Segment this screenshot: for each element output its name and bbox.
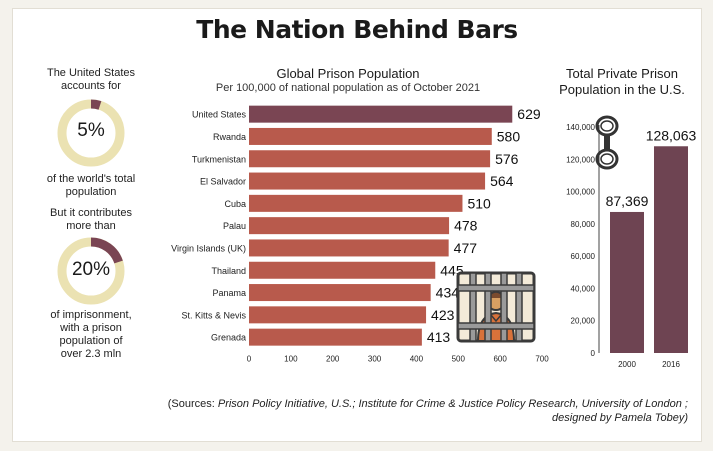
category-label: Grenada: [211, 333, 246, 343]
x-tick-label: 400: [410, 354, 424, 363]
bar: [249, 172, 486, 190]
bar: [249, 194, 463, 212]
private-title-line1: Total Private Prison: [566, 66, 678, 81]
stat-us-imprisonment: But it contributes more than 20% of impr…: [27, 207, 155, 377]
prison-chart-title: Global Prison Population: [276, 66, 420, 81]
sources-citations: Prison Policy Initiative, U.S.; Institut…: [217, 398, 688, 410]
bar: [249, 127, 492, 145]
stat2-top-text: But it contributes more than: [27, 207, 155, 233]
y-tick-label: 120,000: [566, 155, 595, 164]
y-tick-label: 0: [591, 349, 596, 358]
x-tick-label: 300: [368, 354, 382, 363]
value-label: 510: [467, 195, 491, 211]
stat2-bottom-line3: population of: [59, 335, 123, 347]
x-tick-label: 100: [284, 354, 298, 363]
category-label: Cuba: [224, 199, 246, 209]
category-label: St. Kitts & Nevis: [181, 310, 246, 320]
category-label: Virgin Islands (UK): [171, 243, 246, 253]
stat2-percent: 20%: [71, 259, 111, 280]
infographic-panel: The Nation Behind Bars The United States…: [12, 8, 702, 442]
category-label: 2016: [662, 360, 680, 369]
bar: [249, 217, 450, 235]
private-title-line2: Population in the U.S.: [559, 82, 685, 97]
value-label: 478: [454, 218, 478, 234]
sources-line2: designed by Pamela Tobey): [113, 411, 688, 425]
stat1-top-line2: accounts for: [61, 80, 121, 92]
stat1-bottom-text: of the world's total population: [27, 173, 155, 199]
value-label: 564: [490, 173, 514, 189]
category-label: 2000: [618, 360, 636, 369]
stat1-percent: 5%: [77, 120, 105, 141]
stat2-bottom-text: of imprisonment, with a prison populatio…: [27, 309, 155, 361]
x-tick-label: 500: [452, 354, 466, 363]
value-label: 87,369: [606, 193, 649, 209]
bar: [654, 146, 688, 353]
bar: [249, 150, 491, 168]
x-tick-label: 600: [493, 354, 507, 363]
stat2-top-line2: more than: [66, 220, 116, 232]
global-prison-population-chart: United States 629 Rwanda 580 Turkmenistan 576…: [171, 105, 549, 363]
y-tick-label: 60,000: [571, 252, 596, 261]
prison-chart-subtitle: Per 100,000 of national population as of…: [215, 82, 481, 94]
value-label: 423: [431, 307, 455, 323]
category-label: Palau: [223, 221, 246, 231]
category-label: United States: [192, 110, 247, 120]
bar: [249, 105, 513, 123]
stat2-top-line1: But it contributes: [50, 207, 132, 219]
value-label: 128,063: [646, 127, 697, 143]
stat2-bottom-line1: of imprisonment,: [50, 309, 132, 321]
sources-prefix: (Sources:: [167, 398, 218, 410]
private-prison-chart-title: Total Private Prison Population in the U…: [543, 66, 701, 98]
page-title: The Nation Behind Bars: [196, 15, 518, 44]
value-label: 477: [454, 240, 478, 256]
bar: [249, 306, 427, 324]
bar: [249, 328, 422, 346]
bar: [610, 211, 644, 353]
sources-designer: designed by Pamela Tobey): [552, 412, 688, 424]
private-prison-population-chart: 0 20,000 40,000 60,000 80,000 100,000 120,000 1…: [566, 123, 697, 369]
y-tick-label: 20,000: [571, 317, 596, 326]
stat2-bottom-line2: with a prison: [60, 322, 122, 334]
x-tick-label: 200: [326, 354, 340, 363]
category-label: Rwanda: [213, 132, 246, 142]
category-label: Thailand: [211, 266, 246, 276]
value-label: 629: [517, 106, 541, 122]
sources-line1: (Sources: Prison Policy Initiative, U.S.…: [113, 397, 688, 411]
value-label: 580: [497, 128, 521, 144]
y-tick-label: 100,000: [566, 188, 595, 197]
bar: [249, 284, 431, 302]
category-label: El Salvador: [200, 177, 246, 187]
y-tick-label: 40,000: [571, 284, 596, 293]
stat1-top-text: The United States accounts for: [27, 67, 155, 93]
stat1-donut-fill: [90, 99, 102, 110]
x-tick-label: 0: [247, 354, 252, 363]
stat2-bottom-line4: over 2.3 mln: [60, 348, 122, 360]
prisoner-behind-bars-icon: [456, 271, 536, 343]
x-tick-label: 700: [535, 354, 549, 363]
stat1-bottom-line1: of the world's total: [46, 173, 136, 185]
category-label: Panama: [212, 288, 246, 298]
bar: [249, 239, 449, 257]
bar: [249, 261, 436, 279]
stat-us-population: The United States accounts for 5% of the…: [27, 67, 155, 207]
sources-note: (Sources: Prison Policy Initiative, U.S.…: [113, 397, 688, 425]
stat2-donut: [57, 237, 125, 305]
category-label: Turkmenistan: [192, 154, 246, 164]
y-tick-label: 140,000: [566, 123, 595, 132]
value-label: 434: [436, 285, 460, 301]
value-label: 413: [427, 329, 451, 345]
stat2-donut-fill: [90, 237, 123, 264]
y-tick-label: 80,000: [571, 220, 596, 229]
stat1-donut: [57, 99, 125, 167]
value-label: 576: [495, 151, 519, 167]
handcuffs-icon: [595, 115, 619, 170]
stat1-bottom-line2: population: [65, 186, 117, 198]
stat1-top-line1: The United States: [46, 67, 136, 79]
